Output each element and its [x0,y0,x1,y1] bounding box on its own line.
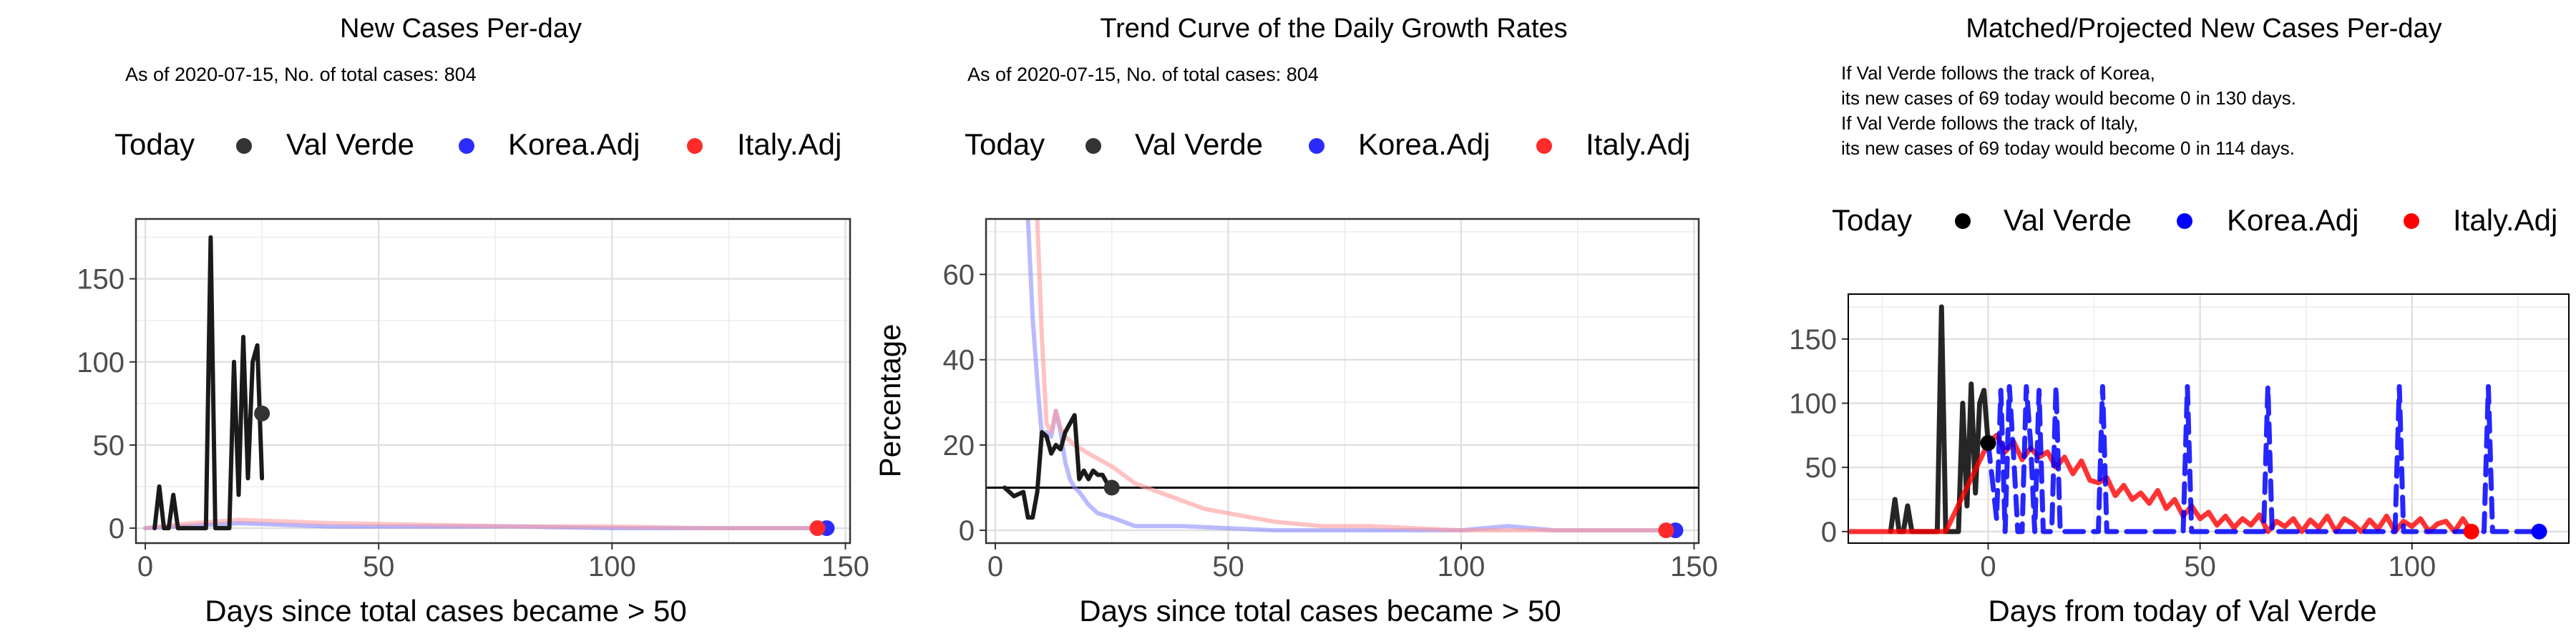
chart-title: Matched/Projected New Cases Per-day [1966,14,2441,44]
y-tick-label: 60 [943,259,975,291]
legend-title: Today [965,127,1045,161]
y-tick-label: 50 [1805,452,1838,484]
legend-key-italy [687,138,703,154]
plot-area: 0 50 100 150 0 20 40 60 [943,218,1718,582]
series-line-korea-adj [1986,384,2542,535]
legend-label-val-verde: Val Verde [2004,203,2132,237]
series-group [143,235,829,531]
plot-frame [985,218,1700,545]
plot-background [986,219,1699,543]
y-tick-label: 0 [1821,517,1837,548]
legend-label-val-verde: Val Verde [1135,127,1263,161]
projection-annotations: If Val Verde follows the track of Korea,… [1841,62,2296,159]
y-tick-label: 150 [77,264,125,296]
y-tick-label: 100 [77,347,125,379]
today-point-korea-adj [2531,523,2547,540]
x-tick-label: 150 [1670,551,1718,582]
legend-key-italy [1536,138,1552,154]
legend: Today Val Verde Korea.Adj Italy.Adj [1832,203,2557,237]
legend-title: Today [114,127,195,161]
series-group [1848,304,2542,535]
annotation-line: its new cases of 69 today would become 0… [1841,137,2295,159]
legend-label-korea: Korea.Adj [2227,203,2358,237]
y-tick-label: 0 [109,513,125,545]
plot-area: 0 50 100 150 0 50 100 150 [77,218,869,582]
plot-background [136,219,850,543]
legend-key-korea [1309,138,1324,154]
chart-title: New Cases Per-day [340,14,582,44]
x-tick-label: 0 [1980,551,1996,582]
legend-key-italy [2404,213,2419,229]
x-axis-label: Days since total cases became > 50 [205,594,687,628]
series-group [1002,219,1678,533]
legend-title: Today [1832,203,1912,237]
plot-frame [1848,293,2570,544]
x-tick-label: 50 [363,551,395,582]
legend-key-korea [459,138,474,154]
series-line-val-verde [152,235,265,531]
legend: Today Val Verde Korea.Adj Italy.Adj [965,127,1690,161]
x-tick-label: 0 [137,551,153,582]
today-point-italy-adj [809,520,826,537]
y-tick-label: 150 [1789,324,1837,356]
legend-key-val-verde [1955,213,1971,229]
legend-label-italy: Italy.Adj [2453,203,2557,237]
legend-label-italy: Italy.Adj [1586,127,1690,161]
x-tick-label: 150 [821,551,869,582]
legend-label-korea: Korea.Adj [508,127,640,161]
y-tick-label: 100 [1789,388,1837,419]
legend-label-val-verde: Val Verde [286,127,414,161]
series-line-val-verde [1888,304,1991,535]
chart-title: Trend Curve of the Daily Growth Rates [1100,14,1567,44]
today-point-val-verde [254,405,270,421]
x-tick-label: 50 [2184,551,2216,582]
legend-label-korea: Korea.Adj [1358,127,1490,161]
x-tick-label: 100 [2388,551,2436,582]
legend: Today Val Verde Korea.Adj Italy.Adj [114,127,841,161]
x-tick-label: 0 [987,551,1003,582]
series-line-italy-adj [1035,219,1669,533]
legend-key-val-verde [1085,138,1101,154]
plot-area: 0 50 100 0 50 100 150 [1789,293,2570,582]
y-axis-label: Percentage [873,324,907,478]
chart-matched-projected: Matched/Projected New Cases Per-day If V… [1789,14,2570,628]
chart-subtitle: As of 2020-07-15, No. of total cases: 80… [967,64,1319,85]
today-point-val-verde [1980,435,1996,452]
today-point-italy-adj [2463,523,2479,540]
y-tick-label: 0 [959,515,975,547]
legend-label-italy: Italy.Adj [737,127,841,161]
chart-new-cases-per-day: New Cases Per-day As of 2020-07-15, No. … [77,14,869,628]
legend-key-val-verde [236,138,252,154]
y-tick-label: 40 [943,345,975,376]
annotation-line: If Val Verde follows the track of Italy, [1841,112,2138,134]
y-tick-label: 50 [93,430,125,462]
chart-subtitle: As of 2020-07-15, No. of total cases: 80… [125,64,477,85]
annotation-line: its new cases of 69 today would become 0… [1841,87,2296,109]
y-tick-label: 20 [943,430,975,462]
series-line-val-verde [1002,413,1114,520]
x-axis-label: Days from today of Val Verde [1988,594,2376,628]
x-tick-label: 100 [1438,551,1485,582]
today-point-italy-adj [1658,522,1674,539]
today-point-val-verde [1103,479,1120,496]
plot-frame [135,218,852,545]
x-tick-label: 50 [1212,551,1244,582]
chart-growth-rate-trend: Trend Curve of the Daily Growth Rates As… [873,14,1718,628]
x-tick-label: 100 [588,551,636,582]
annotation-line: If Val Verde follows the track of Korea, [1841,62,2155,84]
legend-key-korea [2177,213,2192,229]
x-axis-label: Days since total cases became > 50 [1079,594,1561,628]
